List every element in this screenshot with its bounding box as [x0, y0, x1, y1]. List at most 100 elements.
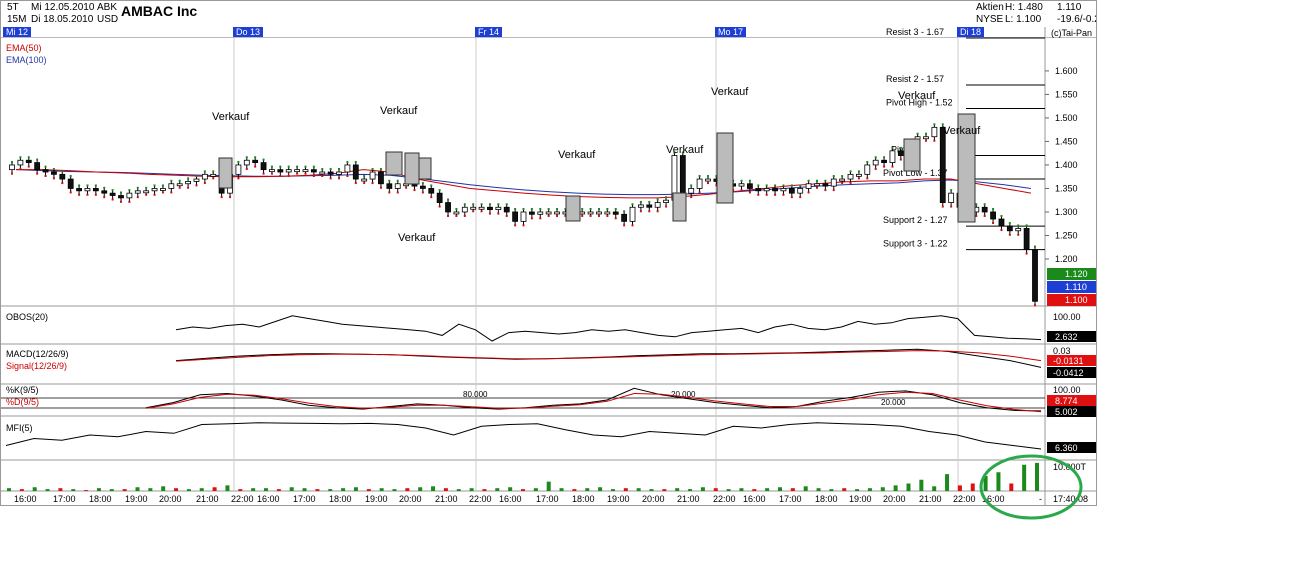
volume-bar	[765, 488, 770, 491]
pivot-level-label: Pivot High - 1.52	[886, 98, 953, 108]
buy-signal-mark	[774, 184, 777, 187]
buy-signal-mark	[354, 160, 357, 163]
volume-bar	[482, 489, 487, 491]
volume-bar	[276, 489, 281, 491]
buy-signal-mark	[304, 165, 307, 168]
range-box	[903, 138, 921, 172]
volume-bar	[161, 486, 166, 491]
volume-bar	[469, 488, 474, 491]
candle-body	[629, 206, 636, 222]
candle-body	[327, 171, 334, 175]
buy-signal-mark	[1034, 245, 1036, 248]
sell-signal-mark	[874, 167, 877, 170]
buy-signal-mark	[564, 207, 567, 210]
candle-body	[386, 183, 393, 189]
candle-body	[235, 164, 242, 175]
candle-body	[587, 211, 594, 215]
sell-signal-mark	[153, 193, 156, 196]
buy-signal-mark	[673, 151, 676, 154]
volume-bar	[289, 487, 294, 491]
buy-signal-mark	[203, 170, 206, 173]
candle-body	[755, 188, 762, 192]
sell-signal-mark	[983, 214, 986, 217]
macd-value-box	[1047, 355, 1096, 366]
candle-body	[470, 206, 477, 210]
candle-body	[285, 169, 292, 173]
sell-signal-mark	[891, 165, 894, 168]
macd-value: -0.0131	[1053, 356, 1084, 366]
volume-bar	[533, 488, 538, 491]
x-tick-label: 17:00	[779, 494, 802, 504]
sell-signal-mark	[782, 193, 785, 196]
sell-signal-mark	[765, 193, 768, 196]
stoch-level-label: 20.000	[881, 398, 906, 407]
buy-signal-mark	[992, 207, 995, 210]
buy-signal-mark	[530, 207, 533, 210]
buy-signal-mark	[19, 156, 22, 159]
verkauf-annotation: Verkauf	[398, 232, 436, 244]
x-tick-label: 19:00	[125, 494, 148, 504]
sell-signal-mark	[547, 214, 550, 217]
date-from: Mi 12.05.2010	[31, 2, 95, 13]
volume-bar	[726, 489, 731, 491]
day-bar: Mi 12 Do 13 Fr 14 Mo 17 Di 18	[1, 27, 1096, 38]
sell-signal-mark	[203, 182, 206, 185]
sell-signal-mark	[27, 165, 30, 168]
candle-body	[881, 159, 887, 163]
buy-signal-mark	[480, 203, 483, 206]
sell-signal-mark	[338, 177, 341, 180]
volume-bar	[957, 485, 962, 491]
sell-signal-mark	[1008, 233, 1011, 236]
buy-signal-mark	[396, 179, 399, 182]
stoch-d-value-box	[1047, 406, 1096, 417]
buy-signal-mark	[539, 207, 542, 210]
candle-body	[654, 202, 661, 208]
candle-body	[897, 150, 904, 156]
buy-signal-mark	[665, 196, 668, 199]
volume-bar	[7, 488, 11, 491]
volume-bar	[264, 488, 268, 491]
sell-signal-mark	[924, 139, 927, 142]
sell-signal-mark	[1017, 233, 1020, 236]
buy-signal-mark	[933, 123, 936, 126]
sell-signal-mark	[950, 205, 953, 208]
candle-body	[856, 173, 862, 177]
interval[interactable]: 15M	[7, 14, 27, 25]
buy-signal-mark	[245, 156, 248, 159]
candle-body	[554, 211, 560, 215]
sell-signal-mark	[44, 175, 47, 177]
buy-signal-mark	[690, 184, 693, 187]
volume-bar	[405, 488, 410, 491]
buy-signal-mark	[262, 158, 265, 161]
buy-signal-mark	[421, 182, 424, 185]
volume-bar	[251, 488, 256, 491]
buy-signal-mark	[187, 177, 190, 180]
candle-body	[252, 159, 259, 163]
x-tick-label: 22:00	[231, 494, 254, 504]
sell-signal-mark	[505, 214, 508, 217]
sell-signal-mark	[639, 210, 642, 213]
candle-body	[612, 211, 619, 215]
volume-bar	[186, 489, 191, 491]
x-tick-label: 18:00	[329, 494, 352, 504]
sell-signal-mark	[86, 193, 89, 196]
sell-signal-mark	[581, 214, 584, 217]
buy-signal-mark	[379, 168, 382, 170]
x-tick-label: 18:00	[815, 494, 838, 504]
buy-signal-mark	[656, 198, 659, 201]
verkauf-annotation: Verkauf	[380, 105, 418, 117]
sell-signal-mark	[530, 217, 533, 220]
candle-body	[872, 159, 879, 166]
candle-body	[260, 162, 267, 171]
candle-body	[101, 190, 108, 194]
candle-body	[679, 155, 686, 194]
buy-signal-mark	[388, 179, 391, 182]
sell-signal-mark	[883, 165, 886, 168]
candle-body	[34, 162, 41, 171]
buy-signal-mark	[975, 203, 978, 206]
buy-signal-mark	[1000, 215, 1003, 218]
sell-signal-mark	[933, 139, 936, 142]
period-short[interactable]: 5T	[7, 2, 19, 13]
buy-signal-mark	[178, 179, 181, 182]
sell-signal-mark	[103, 196, 106, 199]
